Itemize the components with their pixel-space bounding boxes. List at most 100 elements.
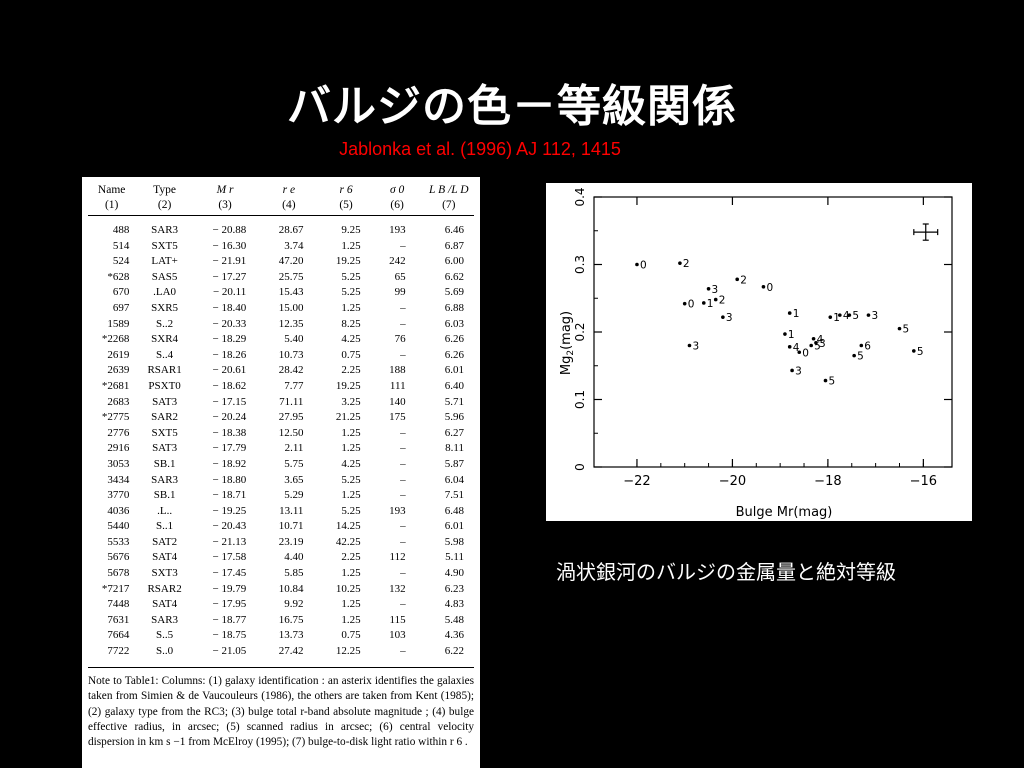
cell-type: SAT4 — [152, 551, 178, 564]
cell-type: S..5 — [156, 629, 174, 642]
data-point — [721, 315, 725, 319]
cell-name: 4036 — [107, 504, 130, 517]
cell-r6: 42.25 — [335, 535, 361, 548]
cell-re: 47.20 — [278, 255, 304, 268]
cell-r6: 5.25 — [341, 504, 361, 517]
cell-name: *2268 — [101, 333, 130, 346]
point-label: 3 — [819, 338, 826, 350]
cell-mr: − 21.13 — [212, 535, 247, 548]
point-label: 0 — [688, 299, 695, 311]
cell-lb-ld: 5.98 — [444, 535, 464, 548]
cell-type: SAS5 — [151, 270, 178, 283]
cell-lb-ld: 4.83 — [444, 598, 464, 611]
table-row: 4036 .L.. − 19.25 13.11 5.25 193 6.48 — [84, 504, 478, 520]
cell-sigma: – — [400, 442, 406, 455]
cell-re: 28.42 — [278, 364, 304, 377]
table-row: 1589 S..2 − 20.33 12.35 8.25 – 6.03 — [84, 317, 478, 333]
cell-lb-ld: 6.04 — [444, 473, 464, 486]
cell-mr: − 17.95 — [212, 598, 247, 611]
data-point — [811, 336, 816, 341]
cell-type: RSAR1 — [147, 364, 182, 377]
cell-re: 16.75 — [278, 613, 304, 626]
data-point — [678, 261, 682, 265]
data-point — [783, 332, 787, 336]
cell-r6: 2.25 — [341, 551, 361, 564]
cell-re: 25.75 — [278, 270, 304, 283]
cell-lb-ld: 5.71 — [444, 395, 464, 408]
cell-re: 3.74 — [284, 239, 304, 252]
cell-type: SXR4 — [151, 333, 179, 346]
point-label: 1 — [833, 312, 840, 324]
cell-r6: 1.25 — [341, 598, 361, 611]
cell-r6: 5.25 — [341, 473, 361, 486]
point-label: 3 — [726, 312, 733, 324]
cell-mr: − 18.38 — [212, 426, 247, 439]
cell-re: 15.00 — [278, 301, 304, 314]
cell-mr: − 20.33 — [212, 317, 247, 330]
point-label: 6 — [864, 341, 871, 353]
data-point — [713, 297, 718, 302]
table-body: 488 SAR3 − 20.88 28.67 9.25 193 6.46 514 SXT5 − 1… — [84, 219, 478, 660]
table-note: Note to Table1: Columns: (1) galaxy iden… — [88, 675, 474, 749]
data-point — [912, 349, 916, 353]
data-point — [787, 311, 792, 315]
cell-type: SB.1 — [153, 457, 176, 470]
cell-lb-ld: 5.48 — [444, 613, 464, 626]
cell-re: 5.29 — [284, 489, 304, 502]
data-point — [852, 353, 856, 358]
point-label: 5 — [852, 310, 859, 322]
point-label: 4 — [843, 310, 850, 322]
cell-sigma: – — [400, 489, 406, 502]
data-point — [735, 277, 739, 282]
cell-lb-ld: 6.48 — [444, 504, 464, 517]
cell-sigma: – — [400, 348, 406, 361]
point-label: 4 — [793, 342, 800, 354]
cell-type: .L.. — [157, 504, 173, 517]
cell-type: S..2 — [156, 317, 174, 330]
table-row: 2776 SXT5 − 18.38 12.50 1.25 – 6.27 — [84, 426, 478, 442]
cell-name: 2916 — [107, 442, 130, 455]
data-point — [847, 313, 852, 317]
cell-re: 23.19 — [278, 535, 304, 548]
cell-sigma: – — [400, 301, 406, 314]
cell-r6: 1.25 — [341, 442, 361, 455]
cell-re: 12.50 — [278, 426, 304, 439]
cell-r6: 1.25 — [341, 613, 361, 626]
cell-lb-ld: 4.90 — [444, 567, 464, 580]
point-label: 0 — [766, 282, 773, 294]
cell-type: SXT3 — [151, 567, 178, 580]
cell-r6: 8.25 — [341, 317, 361, 330]
cell-sigma: 112 — [389, 551, 406, 564]
header-num-3: (3) — [218, 199, 232, 211]
table-row: 5533 SAT2 − 21.13 23.19 42.25 – 5.98 — [84, 535, 478, 551]
cell-r6: 5.25 — [341, 286, 361, 299]
table-row: 2916 SAT3 − 17.79 2.11 1.25 – 8.11 — [84, 441, 478, 457]
cell-sigma: – — [400, 567, 406, 580]
data-point — [823, 378, 828, 383]
cell-re: 5.85 — [284, 567, 304, 580]
point-label: 5 — [857, 351, 864, 363]
point-label: 2 — [740, 274, 747, 286]
cell-r6: 2.25 — [341, 364, 361, 377]
point-label: 0 — [640, 260, 647, 272]
cell-name: 2776 — [107, 426, 130, 439]
cell-mr: − 19.79 — [212, 582, 247, 595]
cell-mr: − 20.24 — [212, 411, 247, 424]
cell-sigma: – — [400, 598, 406, 611]
cell-re: 27.42 — [278, 645, 304, 658]
cell-lb-ld: 6.03 — [444, 317, 464, 330]
cell-type: RSAR2 — [147, 582, 182, 595]
cell-name: 488 — [112, 224, 130, 236]
cell-re: 3.65 — [284, 473, 304, 486]
cell-sigma: 99 — [394, 286, 406, 299]
table-row: 5678 SXT3 − 17.45 5.85 1.25 – 4.90 — [84, 566, 478, 582]
cell-r6: 4.25 — [341, 333, 361, 346]
cell-mr: − 20.43 — [212, 520, 247, 533]
table-panel: Name Type M r r e r 6 σ 0 L B /L D (1) (… — [82, 177, 480, 768]
y-tick-label: 0 — [573, 463, 587, 471]
cell-name: 3770 — [107, 489, 130, 502]
cell-r6: 12.25 — [335, 645, 361, 658]
cell-name: 3053 — [107, 457, 130, 470]
cell-r6: 5.25 — [341, 270, 361, 283]
